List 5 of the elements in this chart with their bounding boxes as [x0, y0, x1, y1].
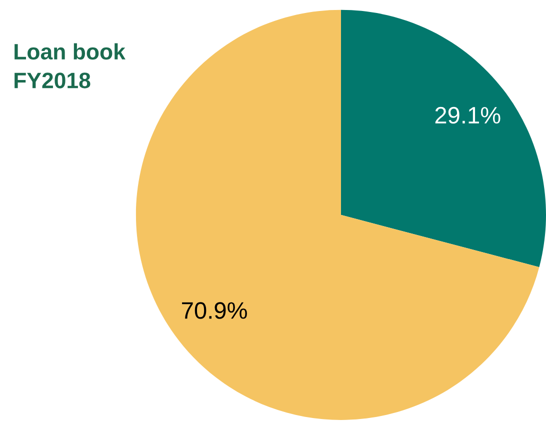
pie-slice — [340, 10, 546, 268]
data-label: 29.1% — [435, 106, 500, 124]
text: Loan book FY2018 — [14, 43, 126, 88]
pie-slice — [136, 10, 540, 420]
data-label: 70.9% — [182, 302, 247, 319]
